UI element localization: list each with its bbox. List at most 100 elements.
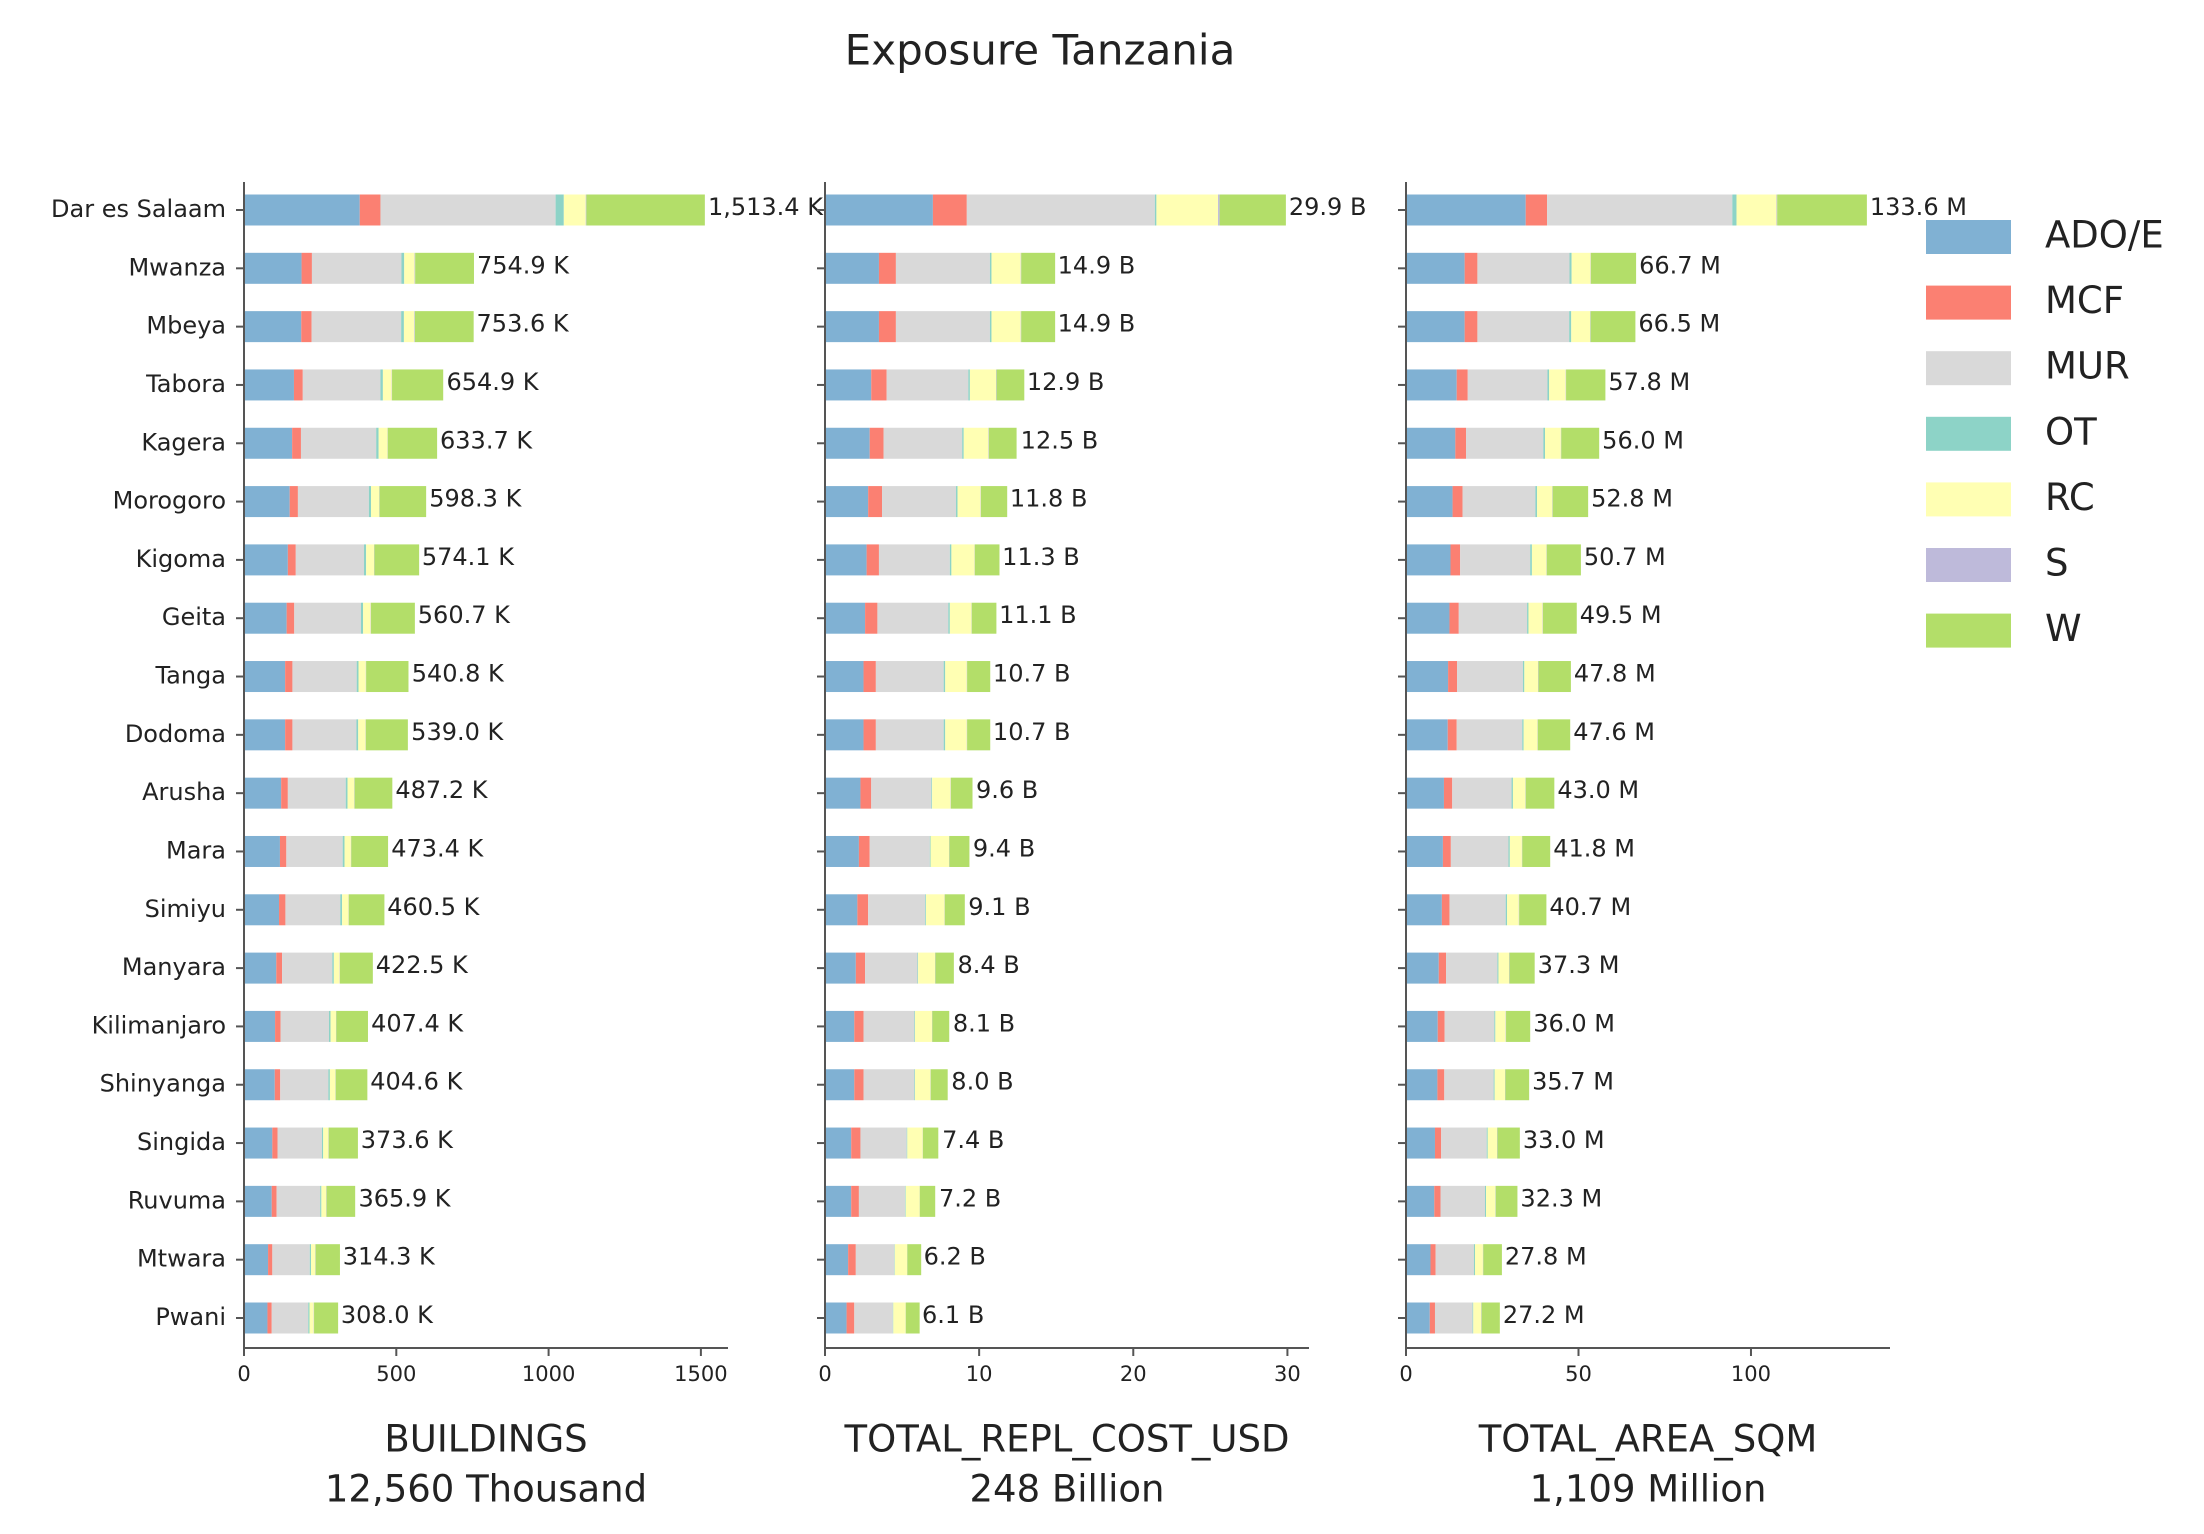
bar-segment: [825, 486, 869, 518]
bar-segment: [1406, 544, 1451, 576]
bar-segment: [315, 1244, 340, 1276]
bar-segment: [348, 894, 385, 926]
bar-segment: [244, 194, 360, 226]
bar-segment: [1450, 544, 1461, 576]
bar-segment: [363, 602, 371, 634]
value-label: 36.0 M: [1533, 1009, 1615, 1037]
bar-segment: [1527, 602, 1529, 634]
x-tick-label: 1000: [522, 1362, 575, 1386]
bar-segment: [563, 194, 586, 226]
legend-swatch: [1926, 351, 2011, 386]
bar-segment: [280, 1010, 329, 1042]
bar-segment: [1438, 952, 1447, 984]
bar-segment: [1538, 661, 1571, 693]
bar-segment: [330, 1010, 336, 1042]
bar-segment: [825, 311, 879, 343]
bar-segment: [1452, 777, 1512, 809]
bar-segment: [949, 544, 952, 576]
bar-segment: [1473, 1302, 1482, 1334]
bar-segment: [1571, 252, 1591, 284]
bar-segment: [1434, 1185, 1441, 1217]
value-label: 35.7 M: [1532, 1068, 1614, 1096]
value-label: 540.8 K: [412, 660, 505, 688]
bar-segment: [1505, 894, 1508, 926]
bar-segment: [925, 894, 945, 926]
bar-segment: [244, 602, 287, 634]
bar-segment: [971, 602, 997, 634]
bar-segment: [328, 1069, 330, 1101]
bar-segment: [1458, 602, 1528, 634]
bar-segment: [869, 427, 884, 459]
value-label: 654.9 K: [446, 368, 539, 396]
bar-segment: [295, 544, 365, 576]
value-label: 8.1 B: [953, 1009, 1015, 1037]
bar-segment: [1446, 952, 1498, 984]
bar-segment: [907, 1244, 922, 1276]
bar-segment: [980, 486, 1008, 518]
bar-segment: [1440, 1185, 1485, 1217]
bar-segment: [1441, 1127, 1487, 1159]
y-tick-label: Singida: [137, 1128, 226, 1156]
value-label: 633.7 K: [440, 426, 533, 454]
bar-segment: [293, 369, 303, 401]
bar-segment: [585, 194, 587, 226]
bar-segment: [276, 952, 283, 984]
bar-segment: [1493, 1069, 1495, 1101]
bar-segment: [292, 427, 301, 459]
value-label: 47.6 M: [1573, 718, 1655, 746]
bar-segment: [858, 1185, 906, 1217]
bar-segment: [1449, 602, 1459, 634]
legend-swatch: [1926, 220, 2011, 254]
bar-segment: [875, 661, 944, 693]
bar-segment: [285, 719, 293, 751]
legend-label: W: [2045, 607, 2082, 650]
bar-segment: [244, 1127, 273, 1159]
bar-segment: [1406, 777, 1444, 809]
bar-segment: [1481, 1302, 1500, 1334]
bar-segment: [875, 719, 944, 751]
x-tick-label: 0: [1399, 1362, 1412, 1386]
bar-segment: [906, 1127, 908, 1159]
bar-segment: [915, 1010, 932, 1042]
bar-segment: [244, 777, 282, 809]
bar-segment: [311, 252, 402, 284]
value-label: 29.9 B: [1289, 193, 1367, 221]
bar-segment: [1494, 1069, 1506, 1101]
x-tick-label: 0: [818, 1362, 831, 1386]
bar-segment: [967, 719, 991, 751]
bar-segment: [1406, 661, 1449, 693]
bar-segment: [297, 486, 369, 518]
bar-segment: [943, 661, 946, 693]
bar-segment: [825, 1010, 855, 1042]
value-label: 9.6 B: [976, 776, 1038, 804]
bar-segment: [280, 1069, 329, 1101]
bar-segment: [956, 486, 958, 518]
x-tick-label: 1500: [674, 1362, 727, 1386]
bar-segment: [878, 544, 950, 576]
bar-segment: [279, 835, 287, 867]
bar-segment: [863, 719, 876, 751]
bar-segment: [387, 427, 438, 459]
bar-segment: [1505, 1069, 1530, 1101]
legend-swatch: [1926, 548, 2011, 582]
bar-segment: [285, 661, 293, 693]
bar-segment: [1466, 427, 1544, 459]
bar-segment: [894, 1244, 908, 1276]
bar-segment: [1511, 777, 1513, 809]
bar-segment: [895, 311, 990, 343]
bar-segment: [358, 719, 366, 751]
bar-segment: [1509, 952, 1535, 984]
x-tick-label: 0: [237, 1362, 250, 1386]
bar-segment: [365, 719, 408, 751]
value-label: 8.4 B: [957, 951, 1019, 979]
bar-segment: [825, 1244, 849, 1276]
bar-segment: [854, 1010, 864, 1042]
bar-segment: [905, 1302, 920, 1334]
value-label: 373.6 K: [361, 1126, 454, 1154]
bar-segment: [932, 777, 951, 809]
bar-segment: [268, 1244, 273, 1276]
bar-segment: [555, 194, 564, 226]
bar-segment: [1406, 486, 1453, 518]
bar-segment: [1736, 194, 1777, 226]
